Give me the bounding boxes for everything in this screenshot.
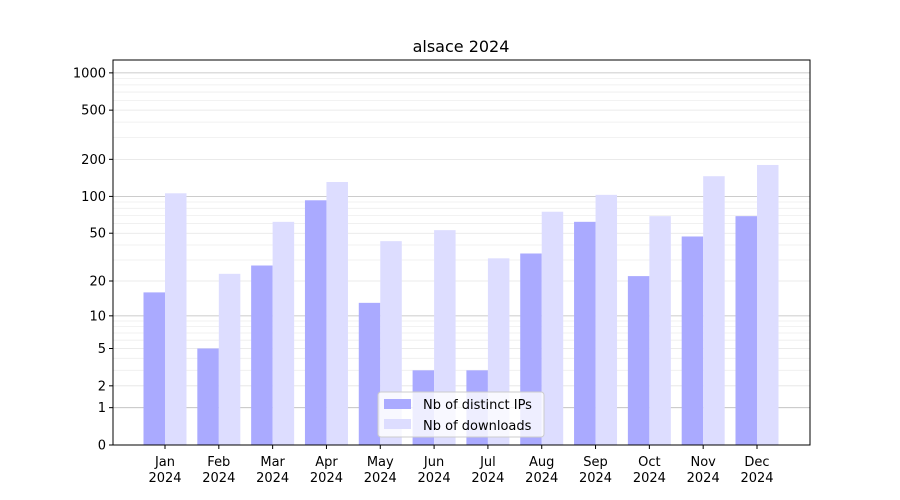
legend: Nb of distinct IPs Nb of downloads [377,391,545,438]
x-tick-label: Oct 2024 [633,455,666,486]
y-tick-label: 1000 [73,66,106,81]
bar-downloads [541,211,564,445]
bar-distinct-ips [627,276,650,445]
x-tick-label: Mar 2024 [256,455,289,486]
y-tick-label: 5 [98,342,106,357]
bar-downloads [757,164,779,445]
bar-downloads [649,216,671,445]
legend-frame [377,391,545,438]
bar-distinct-ips [197,348,219,445]
bar-distinct-ips [358,302,381,445]
bar-distinct-ips [574,221,596,445]
legend-swatch-ips [384,399,411,409]
bar-downloads [703,176,725,446]
y-tick-label: 0 [98,439,106,454]
x-tick-label: Feb 2024 [202,455,235,486]
bar-distinct-ips [735,216,757,445]
legend-label-ips: Nb of distinct IPs [423,398,532,413]
y-tick-label: 100 [81,190,106,205]
x-tick-label: May 2024 [364,455,397,486]
bar-distinct-ips [143,292,165,445]
x-tick-label: Nov 2024 [687,455,720,486]
bar-downloads [326,181,348,445]
x-tick-label: Aug 2024 [525,455,558,486]
x-tick-label: Jul 2024 [471,455,504,486]
bar-distinct-ips [304,200,327,445]
chart-title: alsace 2024 [413,37,510,56]
bar-downloads [165,193,187,445]
y-tick-label: 50 [89,227,106,242]
plot-frame [112,59,811,446]
y-tick-label: 20 [89,275,106,290]
bar-downloads [272,221,295,445]
legend-swatch-downloads [384,419,411,429]
y-tick-label: 500 [81,104,106,119]
x-tick-label: Jun 2024 [418,455,451,486]
y-tick-label: 200 [81,153,106,168]
y-tick-label: 1 [98,401,106,416]
y-tick-label: 2 [98,379,106,394]
x-tick-label: Sep 2024 [579,455,612,486]
legend-label-downloads: Nb of downloads [423,419,532,434]
bar-distinct-ips [251,265,273,445]
bar-distinct-ips [681,236,704,445]
y-tick-label: 10 [89,309,106,324]
x-tick-label: Apr 2024 [310,455,343,486]
x-tick-label: Dec 2024 [740,455,773,486]
bar-downloads [434,230,456,445]
bar-downloads [218,273,241,445]
bar-downloads [595,194,618,445]
x-tick-label: Jan 2024 [148,455,181,486]
